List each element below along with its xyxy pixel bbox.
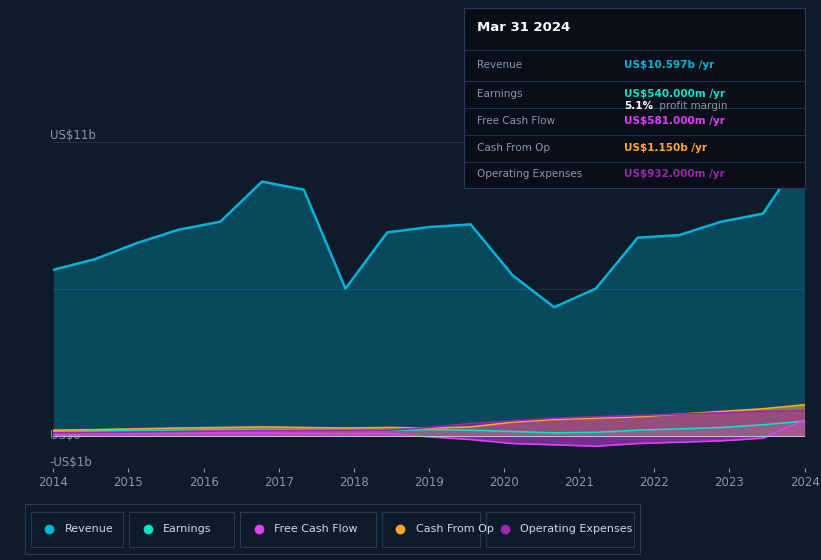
Text: Operating Expenses: Operating Expenses xyxy=(521,524,633,534)
Text: Cash From Op: Cash From Op xyxy=(415,524,493,534)
Text: Earnings: Earnings xyxy=(478,90,523,100)
Text: Earnings: Earnings xyxy=(163,524,212,534)
Text: US$1.150b /yr: US$1.150b /yr xyxy=(624,143,707,153)
Text: Cash From Op: Cash From Op xyxy=(478,143,551,153)
Text: Free Cash Flow: Free Cash Flow xyxy=(274,524,358,534)
Text: US$11b: US$11b xyxy=(49,129,95,142)
Text: profit margin: profit margin xyxy=(656,101,728,111)
Text: US$10.597b /yr: US$10.597b /yr xyxy=(624,60,714,70)
Text: Revenue: Revenue xyxy=(478,60,523,70)
Text: Operating Expenses: Operating Expenses xyxy=(478,169,583,179)
Text: 5.1%: 5.1% xyxy=(624,101,653,111)
Text: US$581.000m /yr: US$581.000m /yr xyxy=(624,116,725,127)
Text: US$540.000m /yr: US$540.000m /yr xyxy=(624,90,725,100)
Text: US$932.000m /yr: US$932.000m /yr xyxy=(624,169,725,179)
Text: US$0: US$0 xyxy=(49,429,80,442)
Text: -US$1b: -US$1b xyxy=(49,456,92,469)
Text: Revenue: Revenue xyxy=(65,524,113,534)
Text: Free Cash Flow: Free Cash Flow xyxy=(478,116,556,127)
Text: Mar 31 2024: Mar 31 2024 xyxy=(478,21,571,34)
